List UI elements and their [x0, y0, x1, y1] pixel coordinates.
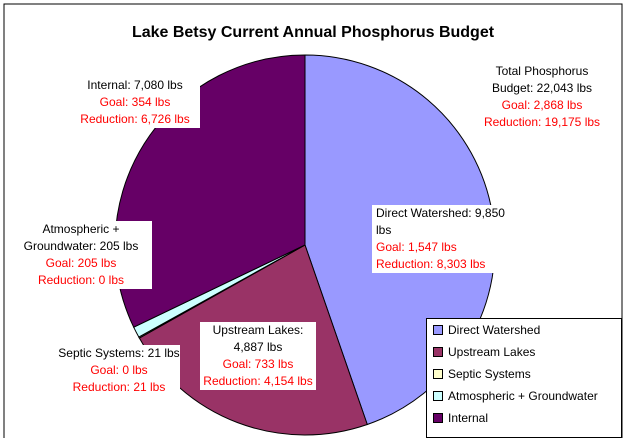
legend-swatch	[433, 391, 443, 401]
legend-item: Direct Watershed	[427, 319, 621, 341]
goal-label: Goal: 205 lbs	[45, 256, 117, 270]
legend-swatch	[433, 369, 443, 379]
value-label: Direct Watershed: 9,850 lbs	[376, 206, 505, 237]
data-label: Septic Systems: 21 lbs Goal: 0 lbs Reducti…	[58, 345, 180, 396]
legend-label: Atmospheric + Groundwater	[448, 389, 598, 403]
annotation: Total Phosphorus Budget: 22,043 lbs Goal:…	[482, 63, 602, 131]
reduction-label: Reduction: 0 lbs	[37, 273, 125, 287]
legend-label: Internal	[448, 411, 489, 425]
legend-label: Upstream Lakes	[448, 345, 536, 359]
legend: Direct Watershed Upstream Lakes Septic Sys…	[426, 318, 622, 438]
value-label: Atmospheric + Groundwater: 205 lbs	[23, 222, 139, 253]
legend-swatch	[433, 413, 443, 423]
annotation-line: Goal: 2,868 lbs	[501, 98, 583, 112]
legend-item: Upstream Lakes	[427, 341, 621, 363]
data-label: Upstream Lakes: 4,887 lbs Goal: 733 lbs Re…	[200, 322, 316, 390]
chart-border	[3, 3, 623, 438]
annotation-line: Total Phosphorus Budget: 22,043 lbs	[491, 64, 593, 95]
reduction-label: Reduction: 6,726 lbs	[80, 112, 190, 126]
goal-label: Goal: 733 lbs	[222, 357, 294, 371]
goal-label: Goal: 354 lbs	[99, 95, 171, 109]
chart-title: Lake Betsy Current Annual Phosphorus Bud…	[132, 24, 495, 41]
legend-label: Direct Watershed	[448, 323, 541, 337]
value-label: Upstream Lakes: 4,887 lbs	[212, 323, 304, 354]
value-label: Internal: 7,080 lbs	[87, 78, 183, 92]
legend-swatch	[433, 347, 443, 357]
legend-item: Septic Systems	[427, 363, 621, 385]
legend-swatch	[433, 325, 443, 335]
data-label: Direct Watershed: 9,850 lbs Goal: 1,547 l…	[372, 205, 518, 273]
value-label: Septic Systems: 21 lbs	[58, 346, 180, 360]
legend-item: Atmospheric + Groundwater	[427, 385, 621, 407]
goal-label: Goal: 0 lbs	[90, 363, 148, 377]
annotation-line: Reduction: 19,175 lbs	[483, 115, 601, 129]
reduction-label: Reduction: 21 lbs	[72, 380, 166, 394]
legend-item: Internal	[427, 407, 621, 429]
legend-label: Septic Systems	[448, 367, 531, 381]
data-label: Internal: 7,080 lbs Goal: 354 lbs Reductio…	[70, 77, 200, 128]
reduction-label: Reduction: 8,303 lbs	[376, 257, 486, 271]
reduction-label: Reduction: 4,154 lbs	[203, 374, 313, 388]
data-label: Atmospheric + Groundwater: 205 lbs Goal: …	[10, 221, 152, 289]
goal-label: Goal: 1,547 lbs	[376, 240, 457, 254]
